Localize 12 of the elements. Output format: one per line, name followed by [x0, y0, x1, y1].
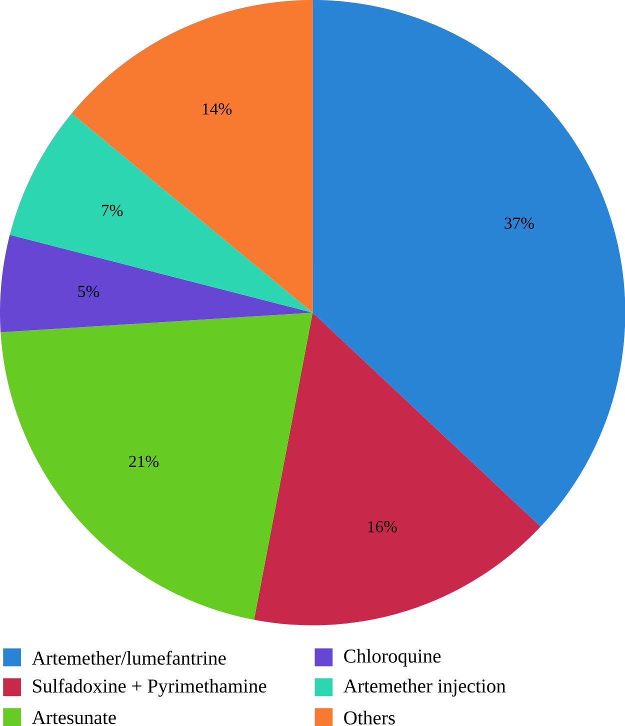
- legend-label: Sulfadoxine + Pyrimethamine: [32, 678, 266, 697]
- data-label: 37%: [504, 218, 534, 229]
- data-label: 5%: [78, 286, 100, 298]
- legend-label: Others: [344, 710, 395, 724]
- legend-label: Artemether injection: [343, 678, 506, 697]
- legend-label: Artesunate: [32, 711, 116, 724]
- legend-label: Artemether/lumefantrine: [32, 650, 226, 665]
- data-label: 16%: [368, 521, 397, 532]
- data-label: 14%: [202, 103, 232, 115]
- data-label: 7%: [102, 204, 123, 216]
- data-label: 21%: [129, 456, 158, 468]
- legend-label: Chloroquine: [344, 648, 440, 667]
